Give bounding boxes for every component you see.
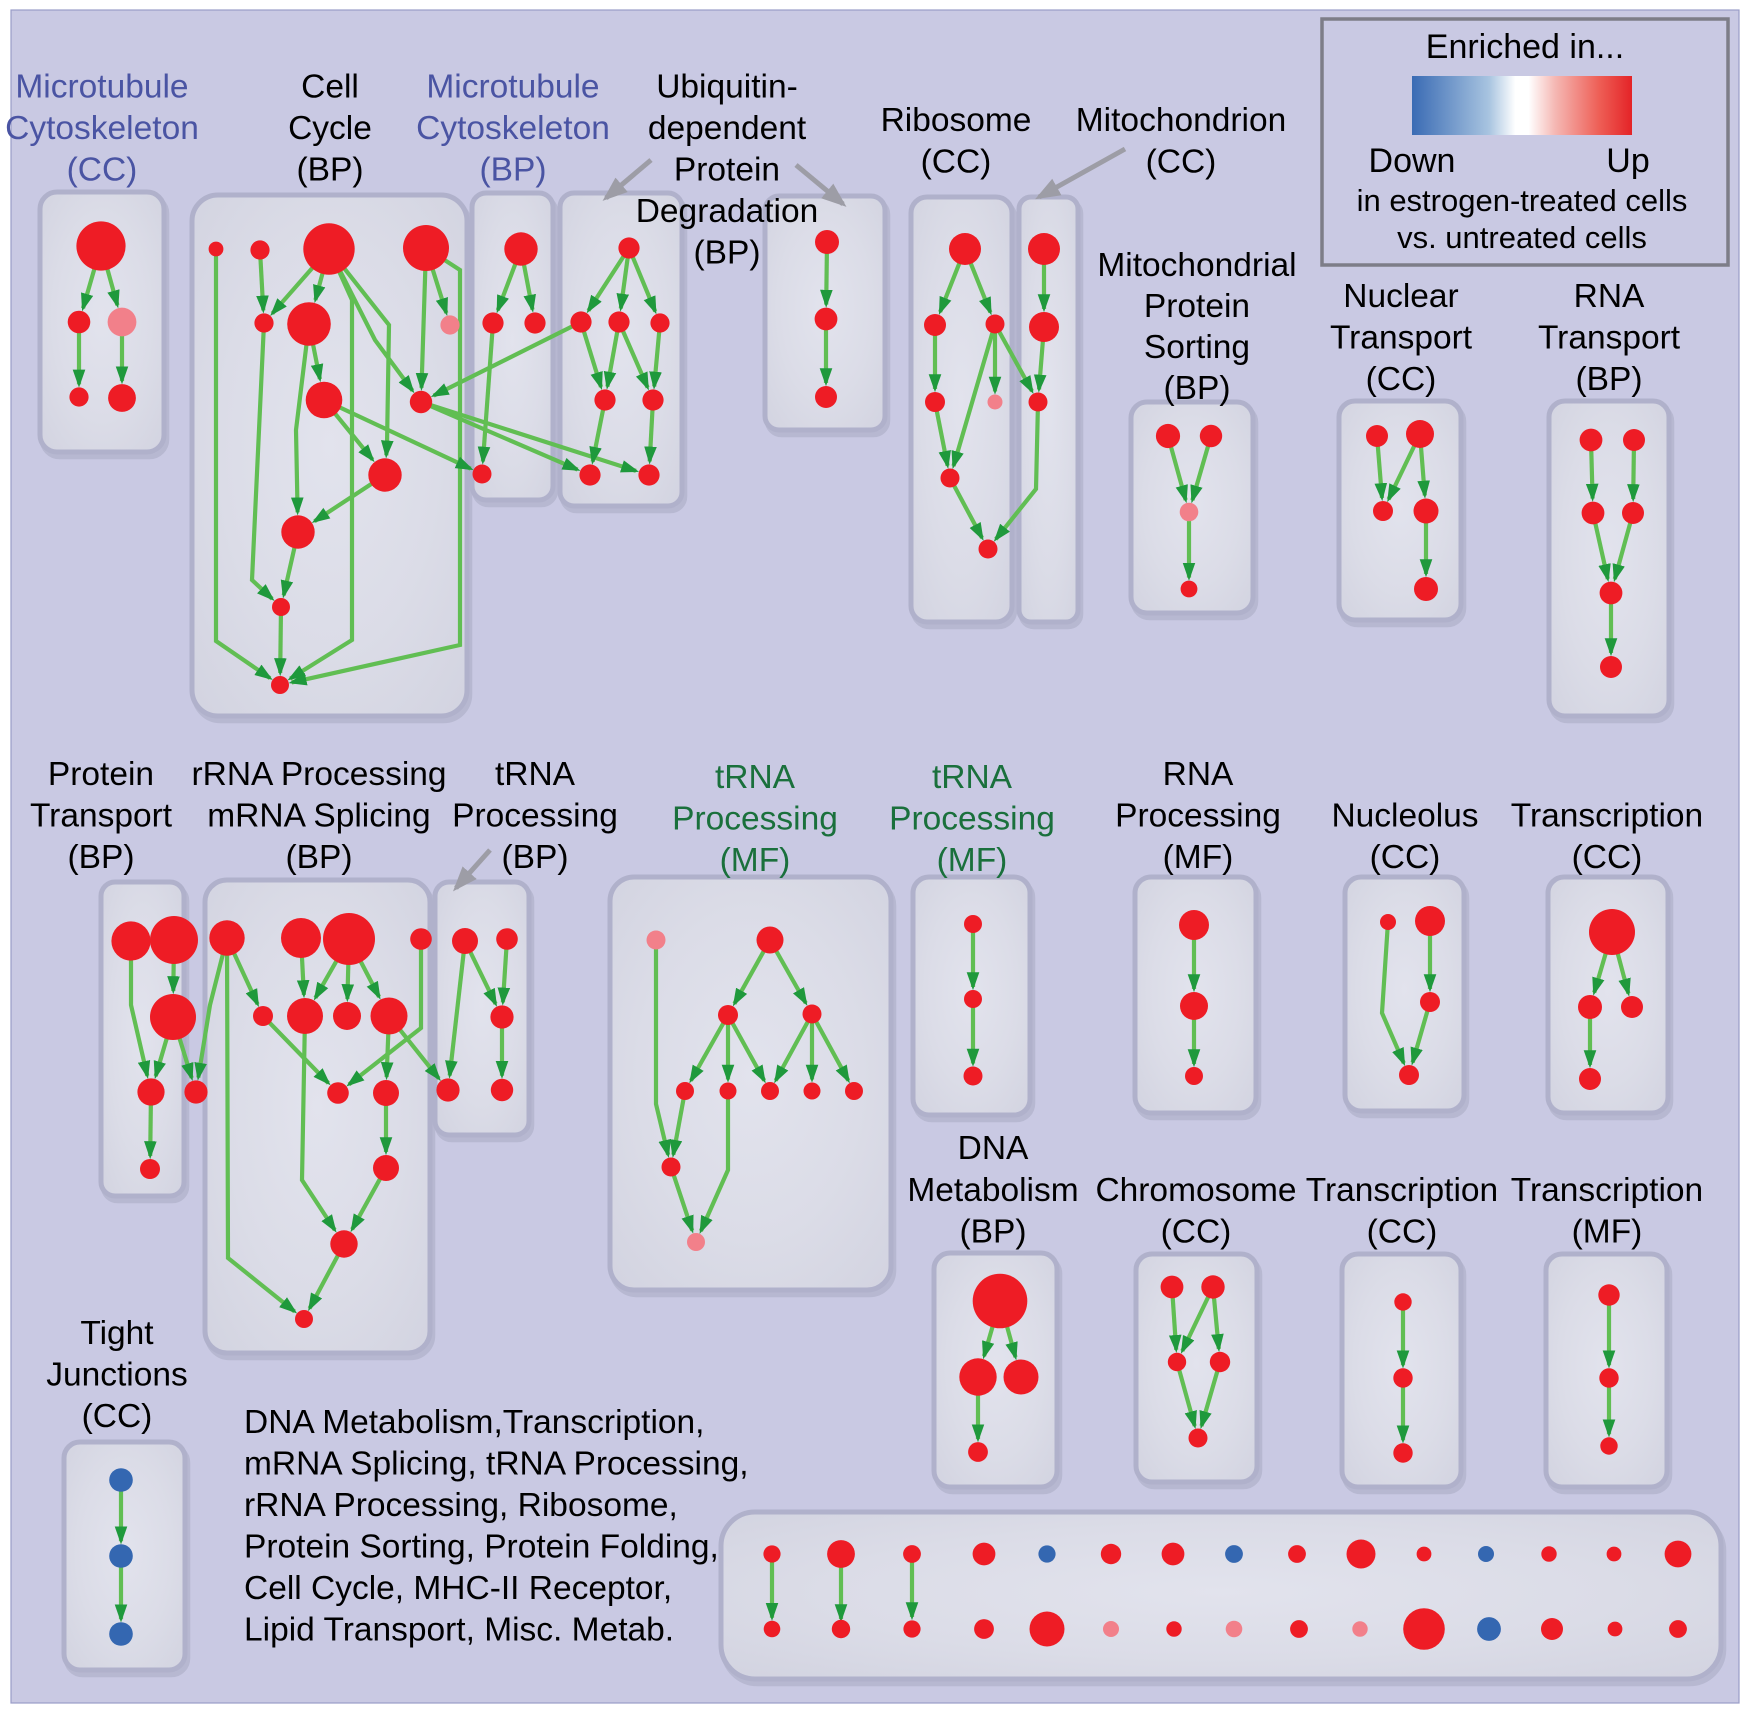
svg-text:Transcription: Transcription xyxy=(1511,798,1703,835)
svg-text:Lipid Transport, Misc. Metab.: Lipid Transport, Misc. Metab. xyxy=(244,1612,674,1649)
svg-text:(CC): (CC) xyxy=(1146,144,1217,181)
svg-text:Junctions: Junctions xyxy=(46,1357,188,1394)
svg-text:rRNA Processing, Ribosome,: rRNA Processing, Ribosome, xyxy=(244,1487,678,1524)
svg-text:Tight: Tight xyxy=(80,1315,154,1352)
svg-text:Processing: Processing xyxy=(452,798,618,835)
svg-text:Cell: Cell xyxy=(301,69,359,106)
svg-text:(CC): (CC) xyxy=(1572,839,1643,876)
svg-text:(CC): (CC) xyxy=(67,152,138,189)
svg-text:Enriched in...: Enriched in... xyxy=(1426,28,1624,66)
svg-text:DNA Metabolism,Transcription,: DNA Metabolism,Transcription, xyxy=(244,1404,704,1441)
svg-text:(MF): (MF) xyxy=(1163,839,1234,876)
svg-text:tRNA: tRNA xyxy=(932,759,1013,796)
svg-text:Down: Down xyxy=(1369,142,1456,180)
svg-text:Processing: Processing xyxy=(672,801,838,838)
svg-text:(BP): (BP) xyxy=(502,839,569,876)
svg-text:(CC): (CC) xyxy=(921,144,992,181)
svg-text:(BP): (BP) xyxy=(960,1214,1027,1251)
svg-text:(CC): (CC) xyxy=(1367,1214,1438,1251)
svg-text:rRNA Processing: rRNA Processing xyxy=(191,756,446,793)
svg-text:Transcription: Transcription xyxy=(1511,1172,1703,1209)
svg-text:Protein: Protein xyxy=(48,756,154,793)
svg-text:(BP): (BP) xyxy=(694,235,761,272)
svg-text:Microtubule: Microtubule xyxy=(15,69,188,106)
svg-text:Metabolism: Metabolism xyxy=(907,1172,1078,1209)
svg-text:(BP): (BP) xyxy=(1576,361,1643,398)
svg-text:Transport: Transport xyxy=(1330,320,1473,357)
svg-text:Nucleolus: Nucleolus xyxy=(1331,798,1478,835)
svg-text:DNA: DNA xyxy=(958,1130,1029,1167)
svg-text:Transport: Transport xyxy=(1538,320,1681,357)
svg-text:vs. untreated cells: vs. untreated cells xyxy=(1397,220,1647,255)
svg-text:Nuclear: Nuclear xyxy=(1343,278,1458,315)
svg-text:Mitochondrion: Mitochondrion xyxy=(1076,102,1286,139)
svg-text:(BP): (BP) xyxy=(286,839,353,876)
svg-text:Degradation: Degradation xyxy=(636,193,819,230)
svg-text:(CC): (CC) xyxy=(82,1398,153,1435)
svg-text:Protein Sorting, Protein Foldi: Protein Sorting, Protein Folding, xyxy=(244,1529,719,1566)
svg-text:(CC): (CC) xyxy=(1366,361,1437,398)
svg-text:Ubiquitin-: Ubiquitin- xyxy=(656,69,798,106)
svg-text:(CC): (CC) xyxy=(1161,1214,1232,1251)
svg-text:in estrogen-treated cells: in estrogen-treated cells xyxy=(1357,183,1688,218)
svg-text:Mitochondrial: Mitochondrial xyxy=(1097,247,1296,284)
svg-text:Cytoskeleton: Cytoskeleton xyxy=(416,110,610,147)
svg-text:Microtubule: Microtubule xyxy=(426,69,599,106)
svg-text:tRNA: tRNA xyxy=(495,756,576,793)
svg-text:(CC): (CC) xyxy=(1370,839,1441,876)
svg-text:Cycle: Cycle xyxy=(288,110,372,147)
svg-text:Up: Up xyxy=(1606,142,1649,180)
svg-text:dependent: dependent xyxy=(648,110,807,147)
svg-text:Cytoskeleton: Cytoskeleton xyxy=(5,110,199,147)
svg-text:Transcription: Transcription xyxy=(1306,1172,1498,1209)
svg-text:(BP): (BP) xyxy=(68,839,135,876)
svg-text:(MF): (MF) xyxy=(937,842,1008,879)
svg-text:tRNA: tRNA xyxy=(715,759,796,796)
svg-text:Protein: Protein xyxy=(1144,288,1250,325)
svg-text:RNA: RNA xyxy=(1574,278,1645,315)
svg-text:(MF): (MF) xyxy=(720,842,791,879)
svg-text:(BP): (BP) xyxy=(1164,370,1231,407)
svg-text:Protein: Protein xyxy=(674,152,780,189)
svg-text:Processing: Processing xyxy=(889,801,1055,838)
svg-text:Sorting: Sorting xyxy=(1144,329,1250,366)
svg-text:Chromosome: Chromosome xyxy=(1095,1172,1296,1209)
svg-text:(BP): (BP) xyxy=(297,152,364,189)
svg-text:(BP): (BP) xyxy=(480,152,547,189)
svg-text:Ribosome: Ribosome xyxy=(881,102,1032,139)
svg-text:mRNA Splicing, tRNA Processing: mRNA Splicing, tRNA Processing, xyxy=(244,1446,749,1483)
svg-text:Processing: Processing xyxy=(1115,798,1281,835)
svg-text:mRNA Splicing: mRNA Splicing xyxy=(207,798,430,835)
svg-text:Transport: Transport xyxy=(30,798,173,835)
svg-text:(MF): (MF) xyxy=(1572,1214,1643,1251)
svg-text:Cell Cycle, MHC-II Receptor,: Cell Cycle, MHC-II Receptor, xyxy=(244,1570,672,1607)
svg-text:RNA: RNA xyxy=(1163,756,1234,793)
